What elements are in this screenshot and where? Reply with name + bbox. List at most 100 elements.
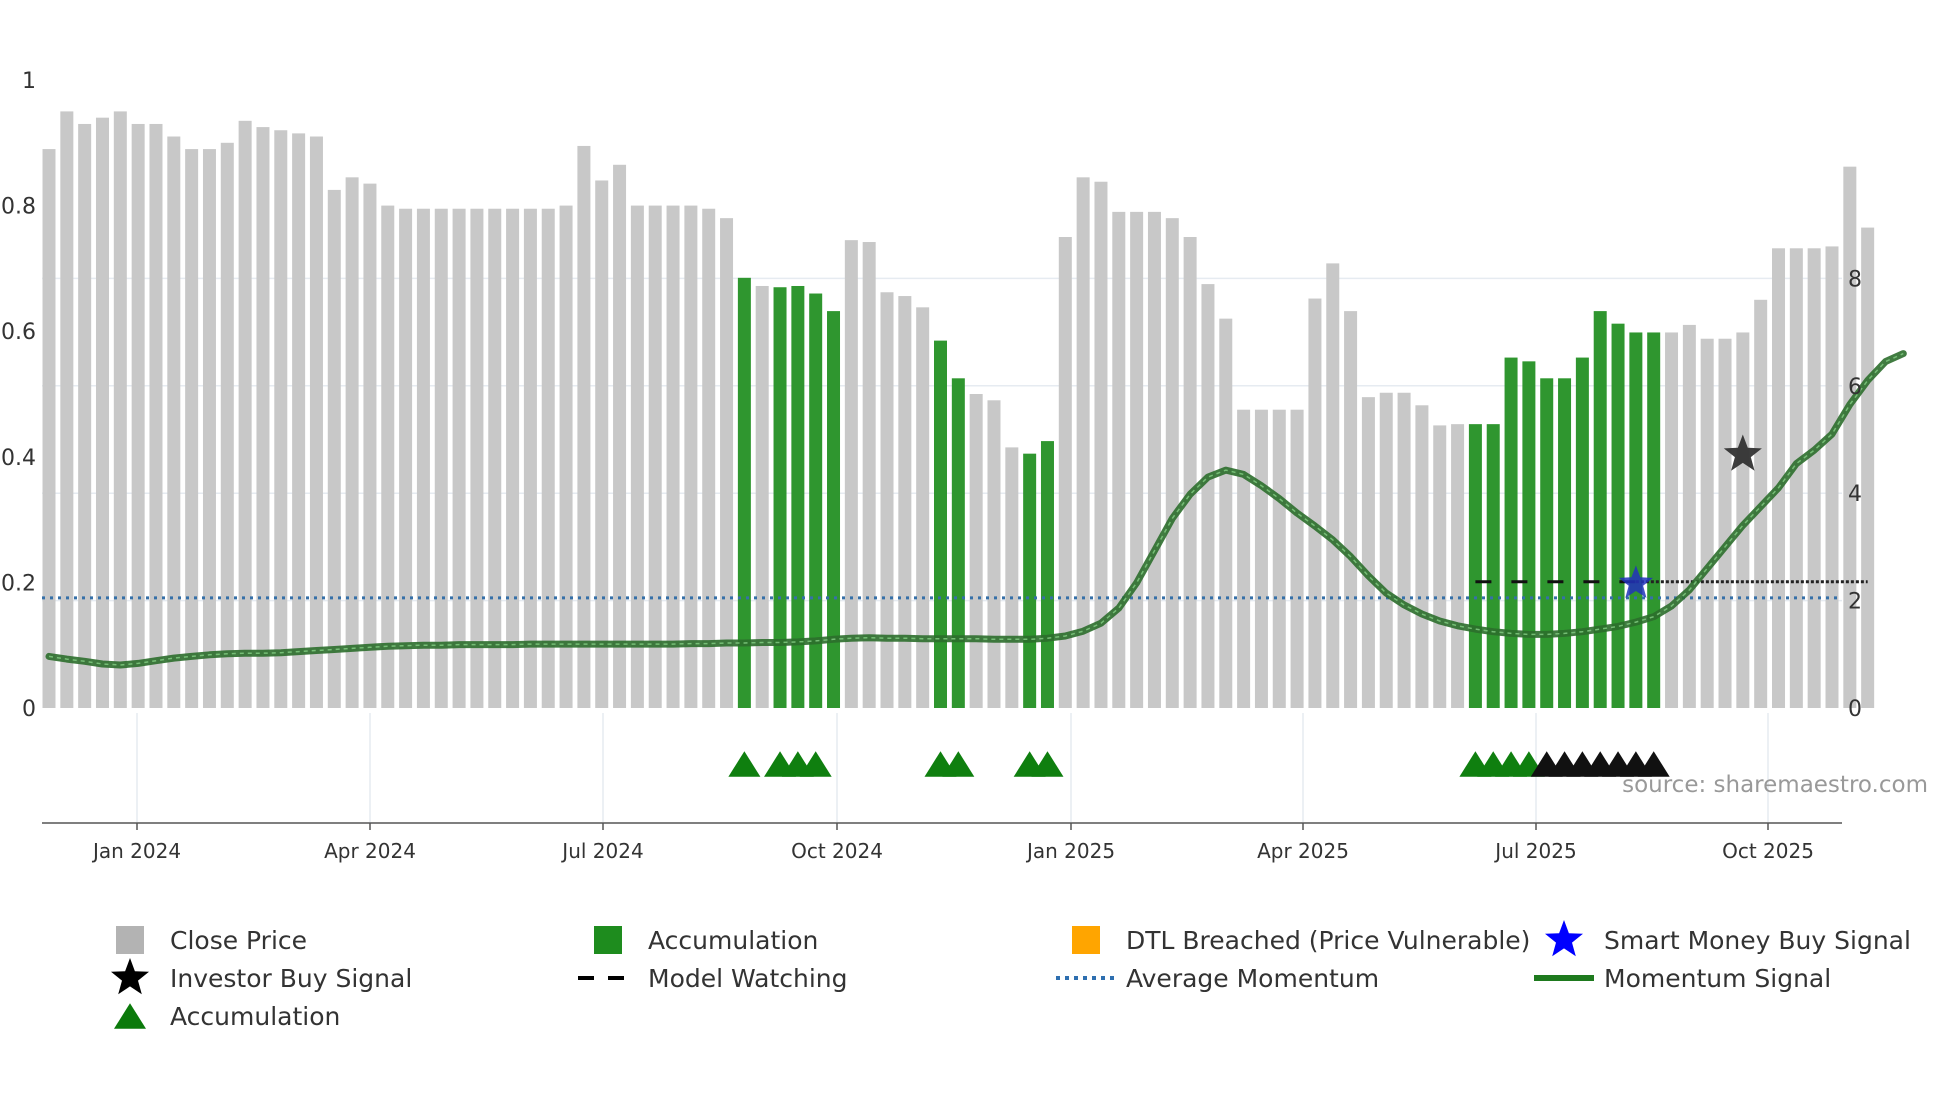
close-price-bar (1183, 237, 1197, 708)
close-price-bar (1665, 332, 1679, 708)
accumulation-bar (737, 277, 751, 708)
close-price-bar (1326, 263, 1340, 708)
investor-buy-triangle (1637, 751, 1670, 777)
close-price-bar (898, 296, 912, 708)
close-price-bar (755, 285, 769, 708)
legend-item: Average Momentum (1056, 964, 1379, 993)
source-label: source: sharemaestro.com (1622, 772, 1928, 798)
close-price-bar (844, 240, 858, 708)
close-price-bar (1344, 311, 1358, 708)
legend-label: Average Momentum (1126, 964, 1379, 993)
close-price-bar (363, 183, 377, 708)
x-axis-tick-label: Jul 2024 (560, 839, 643, 863)
accumulation-bar (1629, 332, 1643, 708)
right-axis-tick-label: 2 (1848, 590, 1862, 615)
close-price-bar (969, 394, 983, 708)
close-price-bar (309, 136, 323, 708)
accumulation-triangle (799, 751, 832, 777)
accumulation-bar (1023, 453, 1037, 708)
accumulation-bar (1575, 357, 1589, 708)
legend: Close Price Accumulation DTL Breached (Pri… (111, 920, 1911, 1031)
x-axis-tick-label: Oct 2024 (791, 839, 883, 863)
accumulation-bar (1647, 332, 1661, 708)
accumulation-triangle (728, 751, 761, 777)
investor-buy-star (1723, 434, 1762, 471)
close-price-bar (577, 145, 591, 708)
close-price-bar (666, 205, 680, 708)
close-price-bar (559, 205, 573, 708)
x-axis-tick-label: Jul 2025 (1493, 839, 1576, 863)
legend-item: Accumulation (114, 1002, 340, 1031)
close-price-bar (1094, 181, 1108, 709)
close-price-bar (1361, 397, 1375, 708)
close-price-bar (452, 208, 466, 709)
close-price-bar (202, 149, 216, 708)
close-price-bar (381, 205, 395, 708)
close-price-bar (1772, 248, 1786, 708)
legend-item: DTL Breached (Price Vulnerable) (1072, 926, 1530, 955)
legend-star-icon (1545, 920, 1583, 957)
close-price-bar (1058, 237, 1072, 708)
close-price-bar (1700, 338, 1714, 708)
close-price-bar (613, 164, 627, 708)
accumulation-bar (773, 287, 787, 708)
legend-label: Model Watching (648, 964, 848, 993)
accumulation-triangle (1031, 751, 1064, 777)
close-price-bar (185, 149, 199, 708)
legend-item: Accumulation (594, 926, 818, 955)
accumulation-bar (1486, 424, 1500, 708)
legend-star-icon (111, 958, 149, 995)
close-price-bar (1451, 424, 1465, 708)
left-axis-tick-label: 1 (22, 69, 36, 94)
legend-item: Smart Money Buy Signal (1545, 920, 1911, 957)
close-price-bar (167, 136, 181, 708)
close-price-bar (1219, 318, 1233, 708)
close-price-bar (1807, 248, 1821, 708)
signal-lines (42, 350, 1907, 669)
close-price-bar (1147, 211, 1161, 708)
close-price-bar (256, 127, 270, 709)
close-price-bar (1736, 332, 1750, 708)
close-price-bar (1130, 211, 1144, 708)
close-price-bar (541, 208, 555, 709)
legend-label: Close Price (170, 926, 307, 955)
close-price-bar (1433, 425, 1447, 708)
close-price-bar (1718, 338, 1732, 708)
legend-label: Smart Money Buy Signal (1604, 926, 1911, 955)
close-price-bar (1397, 392, 1411, 708)
x-axis-tick-label: Oct 2025 (1722, 839, 1814, 863)
close-price-bar (1272, 409, 1286, 708)
x-axis-tick-label: Jan 2024 (91, 839, 181, 863)
close-price-bar (702, 208, 716, 709)
close-price-bar (1112, 211, 1126, 708)
left-axis-tick-label: 0 (22, 697, 36, 722)
accumulation-bar (1040, 441, 1054, 708)
close-price-bar (1379, 392, 1393, 708)
close-price-bar (488, 208, 502, 709)
close-price-bar (1165, 218, 1179, 708)
accumulation-bar (1522, 361, 1536, 708)
price-bars (42, 111, 1875, 709)
left-axis-tick-label: 0.6 (1, 320, 36, 345)
close-price-bar (434, 208, 448, 709)
close-price-bar (327, 189, 341, 708)
close-price-bar (78, 123, 92, 708)
x-axis-tick-label: Apr 2025 (1257, 839, 1349, 863)
accumulation-bar (951, 378, 965, 708)
axes: 0 0.2 0.4 0.6 0.8 1 0 2 4 6 8 Jan 2024 Apr 2024 Jul 2… (1, 69, 1862, 863)
legend-swatch (1072, 926, 1100, 954)
close-price-bar (292, 133, 306, 708)
close-price-bar (95, 117, 109, 709)
legend-item: Investor Buy Signal (111, 958, 412, 995)
accumulation-bar (1468, 424, 1482, 708)
legend-item: Close Price (116, 926, 307, 955)
close-price-bar (1290, 409, 1304, 708)
x-axis-tick-label: Jan 2025 (1025, 839, 1115, 863)
close-price-bar (630, 205, 644, 708)
close-price-bar (60, 111, 74, 708)
right-axis-tick-label: 8 (1848, 267, 1862, 292)
close-price-bar (113, 111, 127, 708)
left-axis-tick-label: 0.8 (1, 195, 36, 220)
close-price-bar (684, 205, 698, 708)
